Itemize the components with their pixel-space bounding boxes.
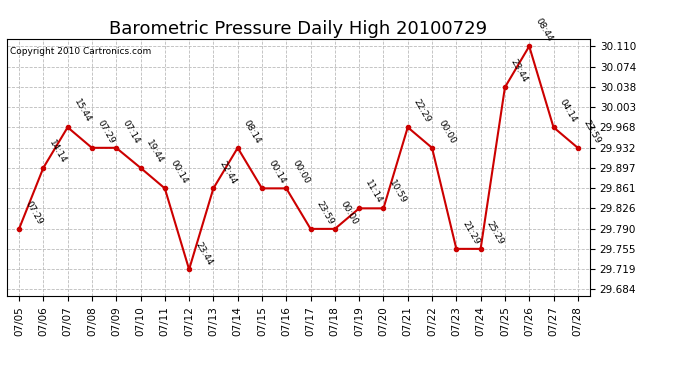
Text: 11:14: 11:14 [364, 179, 384, 206]
Text: 07:29: 07:29 [23, 200, 44, 226]
Text: 10:59: 10:59 [388, 178, 408, 206]
Text: 25:29: 25:29 [485, 219, 505, 246]
Text: 08:14: 08:14 [242, 118, 262, 145]
Text: 00:00: 00:00 [436, 118, 457, 145]
Text: 00:14: 00:14 [169, 159, 190, 186]
Text: 19:44: 19:44 [145, 138, 166, 165]
Text: 00:00: 00:00 [290, 159, 311, 186]
Text: 23:59: 23:59 [315, 200, 335, 226]
Text: 23:44: 23:44 [509, 58, 530, 84]
Text: 04:14: 04:14 [558, 98, 578, 124]
Text: 22:44: 22:44 [217, 159, 238, 186]
Text: 21:29: 21:29 [460, 219, 481, 246]
Text: 07:29: 07:29 [96, 118, 117, 145]
Title: Barometric Pressure Daily High 20100729: Barometric Pressure Daily High 20100729 [109, 20, 488, 38]
Text: 23:59: 23:59 [582, 118, 602, 145]
Text: 07:14: 07:14 [120, 118, 141, 145]
Text: 00:14: 00:14 [266, 159, 287, 186]
Text: 22:29: 22:29 [412, 98, 433, 124]
Text: 08:44: 08:44 [533, 17, 554, 44]
Text: Copyright 2010 Cartronics.com: Copyright 2010 Cartronics.com [10, 47, 151, 56]
Text: 15:44: 15:44 [72, 98, 92, 124]
Text: 23:44: 23:44 [193, 240, 214, 267]
Text: 00:00: 00:00 [339, 199, 359, 226]
Text: 14:14: 14:14 [48, 138, 68, 165]
